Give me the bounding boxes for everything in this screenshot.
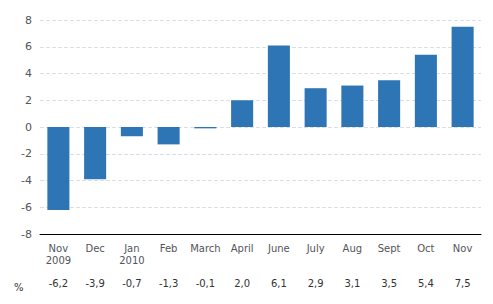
svg-text:-0,1: -0,1 [196,278,216,289]
svg-text:2010: 2010 [119,255,144,266]
svg-text:Aug: Aug [343,243,363,254]
svg-text:July: July [306,243,325,254]
svg-text:2009: 2009 [46,255,71,266]
svg-text:6: 6 [25,40,32,53]
svg-text:2,0: 2,0 [234,278,250,289]
svg-text:Sept: Sept [378,243,401,254]
svg-text:-1,3: -1,3 [159,278,179,289]
svg-text:-8: -8 [21,228,32,241]
svg-text:March: March [190,243,220,254]
svg-text:3,1: 3,1 [344,278,360,289]
svg-text:-3,9: -3,9 [85,278,105,289]
svg-text:April: April [231,243,254,254]
svg-text:Oct: Oct [417,243,434,254]
svg-text:-2: -2 [21,147,32,160]
svg-text:Nov: Nov [49,243,69,254]
svg-text:2: 2 [25,94,32,107]
svg-text:%: % [14,282,24,293]
svg-text:7,5: 7,5 [455,278,471,289]
svg-text:-6: -6 [21,201,32,214]
svg-text:-0,7: -0,7 [122,278,142,289]
svg-text:Jan: Jan [123,243,139,254]
svg-text:Dec: Dec [85,243,104,254]
svg-text:Nov: Nov [453,243,473,254]
svg-text:June: June [267,243,290,254]
svg-text:4: 4 [25,67,32,80]
svg-text:-6,2: -6,2 [49,278,69,289]
svg-text:0: 0 [25,121,32,134]
svg-text:-4: -4 [21,174,32,187]
svg-text:5,4: 5,4 [418,278,434,289]
svg-text:Feb: Feb [160,243,178,254]
svg-text:3,5: 3,5 [381,278,397,289]
svg-text:8: 8 [25,14,32,27]
svg-text:6,1: 6,1 [271,278,287,289]
svg-text:2,9: 2,9 [308,278,324,289]
